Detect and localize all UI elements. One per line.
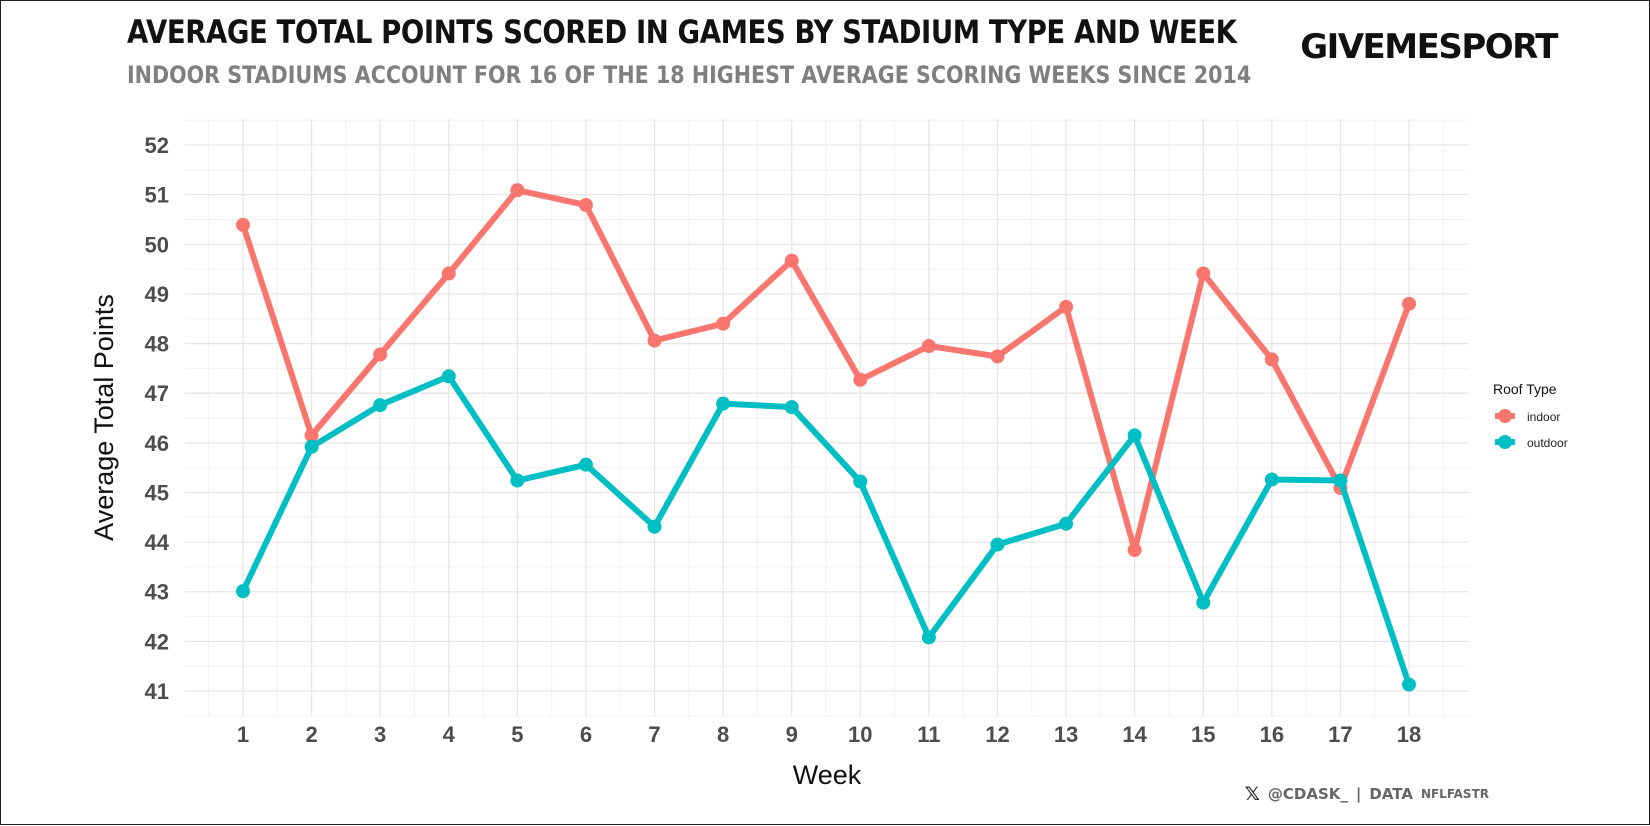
x-tick-label: 1 bbox=[237, 722, 249, 747]
chart-title: AVERAGE TOTAL POINTS SCORED IN GAMES BY … bbox=[127, 13, 1237, 51]
data-point-indoor bbox=[1402, 296, 1416, 311]
data-point-indoor bbox=[236, 217, 250, 232]
data-point-indoor bbox=[373, 347, 388, 362]
data-point-indoor bbox=[853, 372, 868, 387]
legend-title: Roof Type bbox=[1493, 381, 1557, 397]
data-source: NFLFASTR bbox=[1420, 787, 1489, 801]
y-tick-label: 45 bbox=[145, 480, 169, 505]
data-point-indoor bbox=[1196, 266, 1211, 281]
x-tick-label: 12 bbox=[985, 722, 1009, 747]
data-point-indoor bbox=[578, 198, 593, 213]
data-point-outdoor bbox=[441, 369, 456, 384]
y-tick-label: 52 bbox=[145, 133, 169, 158]
x-tick-label: 5 bbox=[511, 722, 523, 747]
data-point-outdoor bbox=[304, 439, 319, 454]
y-tick-label: 46 bbox=[145, 431, 169, 456]
legend-label: indoor bbox=[1527, 410, 1560, 424]
x-tick-label: 7 bbox=[648, 722, 660, 747]
data-point-outdoor bbox=[510, 473, 525, 488]
x-tick-label: 6 bbox=[580, 722, 592, 747]
y-tick-label: 50 bbox=[145, 232, 169, 257]
data-point-indoor bbox=[990, 349, 1005, 364]
x-logo-icon: 𝕏 bbox=[1244, 783, 1260, 805]
legend-label: outdoor bbox=[1527, 436, 1568, 450]
y-tick-label: 43 bbox=[145, 580, 169, 605]
data-point-indoor bbox=[1127, 543, 1142, 558]
separator: | bbox=[1355, 785, 1362, 803]
data-point-outdoor bbox=[647, 519, 662, 534]
data-point-outdoor bbox=[1333, 473, 1348, 488]
data-point-indoor bbox=[1264, 352, 1279, 367]
legend-key-point bbox=[1498, 409, 1512, 423]
legend-key-point bbox=[1498, 435, 1512, 449]
data-label: DATA bbox=[1369, 785, 1413, 803]
data-point-outdoor bbox=[1127, 428, 1142, 443]
data-point-outdoor bbox=[784, 400, 799, 415]
credit-footer: 𝕏 @CDASK_ | DATA NFLFASTR bbox=[1245, 783, 1489, 805]
data-point-outdoor bbox=[1059, 516, 1074, 531]
data-point-indoor bbox=[647, 333, 662, 348]
x-tick-label: 13 bbox=[1054, 722, 1078, 747]
data-point-indoor bbox=[1059, 299, 1074, 314]
x-axis-label: Week bbox=[793, 760, 862, 790]
y-tick-label: 48 bbox=[145, 332, 169, 357]
data-point-indoor bbox=[510, 183, 525, 198]
data-point-outdoor bbox=[716, 396, 731, 411]
x-tick-label: 4 bbox=[443, 722, 456, 747]
data-point-outdoor bbox=[853, 474, 868, 489]
y-tick-label: 51 bbox=[145, 183, 169, 208]
x-tick-label: 3 bbox=[374, 722, 386, 747]
x-tick-label: 17 bbox=[1328, 722, 1352, 747]
data-point-indoor bbox=[716, 316, 731, 331]
y-tick-label: 47 bbox=[145, 381, 169, 406]
data-point-outdoor bbox=[373, 398, 388, 413]
x-tick-label: 11 bbox=[917, 722, 940, 747]
x-tick-label: 16 bbox=[1260, 722, 1284, 747]
series-line-indoor bbox=[240, 187, 1412, 554]
givemesport-logo: GIVEMESPORT bbox=[1300, 27, 1558, 67]
data-point-indoor bbox=[921, 339, 936, 354]
x-tick-label: 14 bbox=[1122, 722, 1147, 747]
x-tick-label: 9 bbox=[786, 722, 798, 747]
x-tick-label: 2 bbox=[305, 722, 317, 747]
data-point-indoor bbox=[304, 428, 319, 443]
x-tick-label: 15 bbox=[1191, 722, 1215, 747]
data-point-indoor bbox=[441, 266, 456, 281]
data-point-outdoor bbox=[236, 584, 250, 599]
y-tick-label: 42 bbox=[145, 629, 169, 654]
x-tick-label: 8 bbox=[717, 722, 729, 747]
data-point-outdoor bbox=[990, 537, 1005, 552]
y-tick-label: 41 bbox=[145, 679, 169, 704]
data-point-outdoor bbox=[1264, 472, 1279, 487]
data-point-outdoor bbox=[578, 457, 593, 472]
chart-subtitle: INDOOR STADIUMS ACCOUNT FOR 16 OF THE 18… bbox=[127, 61, 1252, 89]
data-point-outdoor bbox=[1402, 677, 1416, 692]
data-point-indoor bbox=[784, 253, 799, 268]
x-tick-label: 10 bbox=[848, 722, 872, 747]
y-tick-label: 49 bbox=[145, 282, 169, 307]
data-point-outdoor bbox=[1196, 595, 1211, 610]
series-line-outdoor bbox=[240, 373, 1412, 686]
data-point-outdoor bbox=[921, 630, 936, 645]
y-tick-label: 44 bbox=[145, 530, 170, 555]
x-tick-label: 18 bbox=[1397, 722, 1421, 747]
author-handle: @CDASK_ bbox=[1267, 785, 1348, 803]
y-axis-label: Average Total Points bbox=[89, 294, 119, 541]
